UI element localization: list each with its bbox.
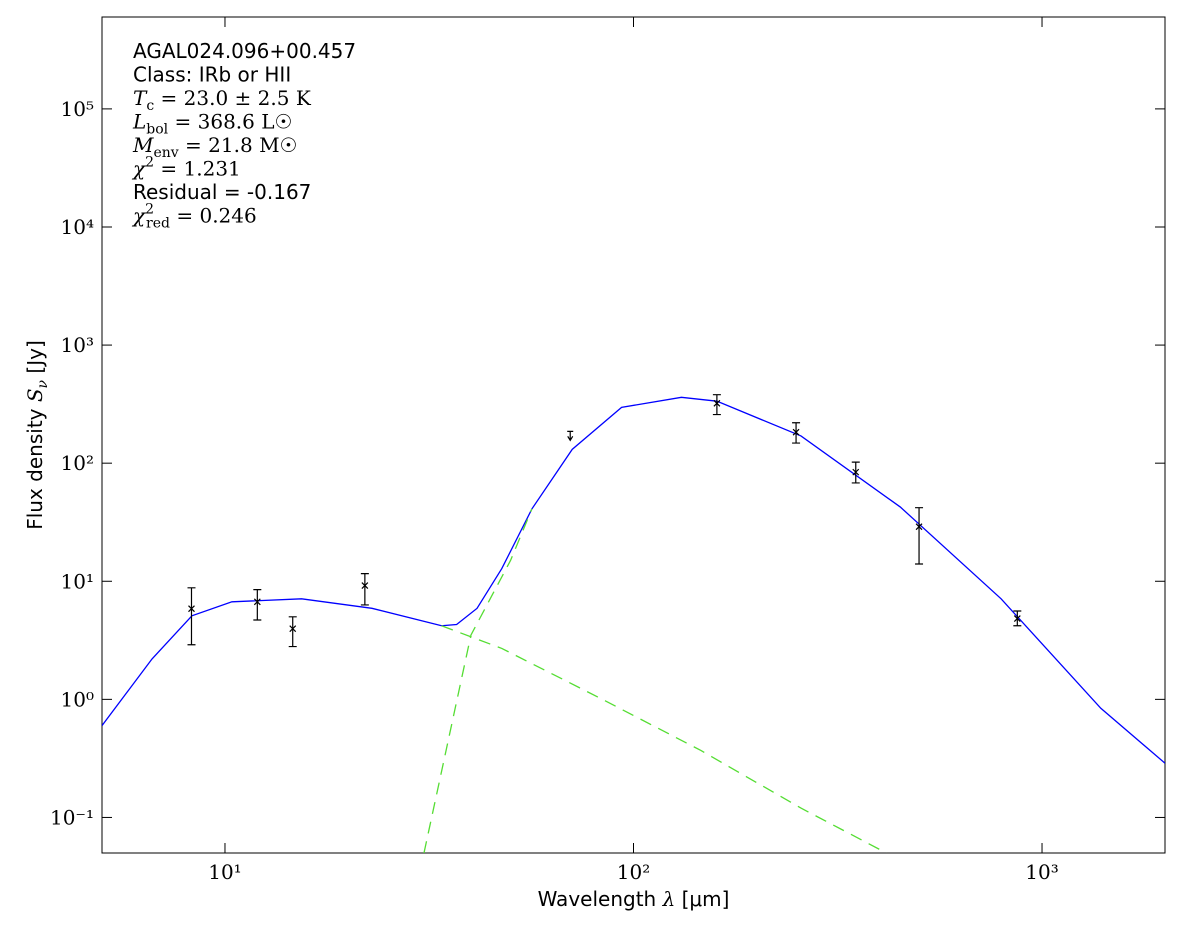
annotation: Residual = -0.167 xyxy=(133,180,311,204)
annotation-value: = 23.0 ± 2.5 K xyxy=(154,86,312,110)
annotation: AGAL024.096+00.457 xyxy=(133,39,356,63)
model-curve xyxy=(102,396,1165,764)
annotation-sub: bol xyxy=(146,122,168,138)
data-point xyxy=(852,468,860,476)
label-text: Flux density xyxy=(23,402,47,530)
error-bar xyxy=(360,573,369,606)
error-bar xyxy=(288,616,297,648)
error-bar xyxy=(712,394,721,416)
upper-limit xyxy=(567,430,574,442)
x-tick-label: 10¹ xyxy=(208,860,241,884)
error-bar xyxy=(253,589,262,621)
y-tick-label: 10¹ xyxy=(61,569,94,593)
y-tick-label: 10⁰ xyxy=(61,687,94,711)
error-bar xyxy=(915,507,924,565)
y-tick-label: 10⁵ xyxy=(61,97,94,121)
label-symbol: λ xyxy=(662,887,676,911)
annotation-value: = 21.8 M☉ xyxy=(179,133,298,157)
annotation-sup: 2 xyxy=(145,155,154,171)
model-curve xyxy=(423,508,533,853)
annotation-value: = 1.231 xyxy=(154,157,241,181)
x-axis-label: Wavelength λ [μm] xyxy=(538,887,730,911)
label-sub: ν xyxy=(35,379,51,388)
y-tick-label: 10⁴ xyxy=(61,215,94,239)
label-rest: [μm] xyxy=(675,887,729,911)
annotation: χ2 = 1.231 xyxy=(131,155,241,181)
data-point xyxy=(253,598,261,606)
annotation-sub: env xyxy=(153,145,178,161)
annotation: Lbol = 368.6 L☉ xyxy=(132,110,292,138)
annotation-symbol: L xyxy=(132,110,146,134)
annotation: χ2 red = 0.246 xyxy=(131,202,257,232)
annotation-sup: 2 xyxy=(145,202,154,218)
annotation-symbol: T xyxy=(133,86,148,110)
data-point xyxy=(361,582,369,589)
x-tick-label: 10² xyxy=(617,860,650,884)
annotation: Menv = 21.8 M☉ xyxy=(132,133,297,161)
plot-area xyxy=(102,394,1165,853)
y-tick-label: 10³ xyxy=(61,333,94,357)
y-tick-label: 10⁻¹ xyxy=(50,805,94,829)
data-point xyxy=(792,428,800,436)
data-point xyxy=(1013,615,1021,623)
label-text: Wavelength xyxy=(538,887,663,911)
data-point xyxy=(188,605,195,613)
annotation: Class: IRb or HII xyxy=(133,63,291,87)
annotation-symbol: χ xyxy=(131,204,147,228)
data-point xyxy=(289,625,297,633)
label-rest: [Jy] xyxy=(23,340,47,380)
annotation-value: = 368.6 L☉ xyxy=(168,110,292,134)
annotation-symbol: χ xyxy=(131,157,147,181)
annotation-symbol: M xyxy=(132,133,154,157)
y-tick-label: 10² xyxy=(61,451,94,475)
error-bar xyxy=(187,587,196,646)
annotation: Tc = 23.0 ± 2.5 K xyxy=(133,86,312,114)
model-curve xyxy=(441,625,887,853)
y-axis-label: Flux density Sν [Jy] xyxy=(23,340,51,530)
annotation-value: = 0.246 xyxy=(170,204,257,228)
annotation-sub: c xyxy=(146,98,154,114)
annotation-sub: red xyxy=(146,216,170,232)
label-symbol: S xyxy=(23,388,47,402)
data-point xyxy=(915,523,923,531)
x-tick-label: 10³ xyxy=(1025,860,1058,884)
data-point xyxy=(713,399,721,407)
